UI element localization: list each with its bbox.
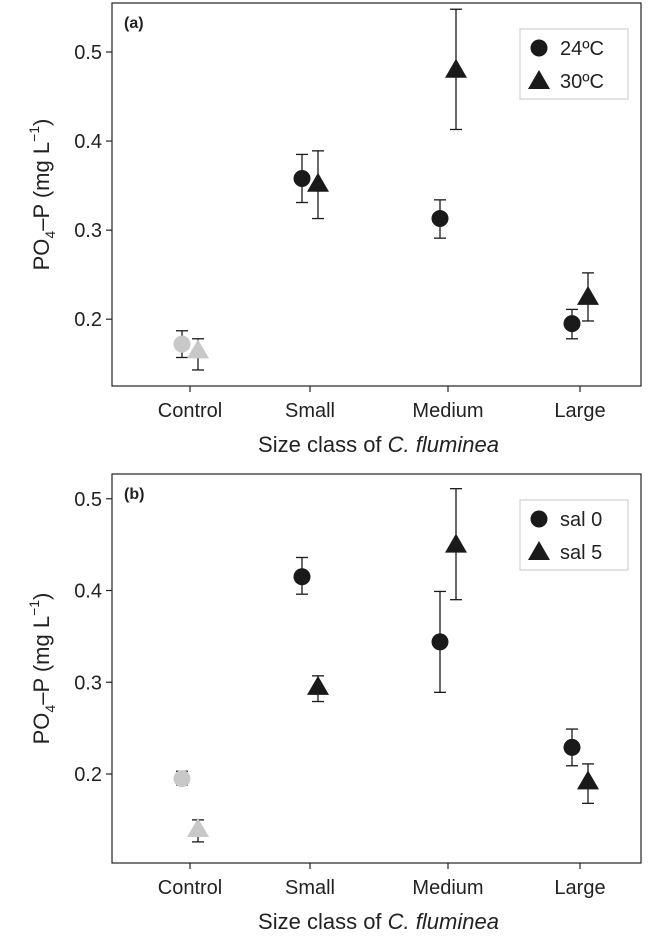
data-point-triangle bbox=[445, 533, 467, 553]
series-2 bbox=[187, 8, 599, 371]
plot-frame bbox=[111, 2, 642, 387]
data-point-triangle bbox=[187, 339, 209, 359]
y-axis-label: PO4–P (mg L−1) bbox=[26, 593, 58, 745]
legend: 24ºC 30ºC bbox=[519, 28, 629, 100]
x-tick-label: Small bbox=[285, 877, 335, 899]
data-point-circle bbox=[563, 315, 581, 333]
data-point-triangle bbox=[577, 770, 599, 790]
series-1 bbox=[173, 153, 581, 359]
data-point-circle bbox=[293, 169, 311, 187]
x-tick-label: Medium bbox=[412, 877, 483, 899]
data-point-circle bbox=[173, 335, 191, 353]
legend-triangle-icon bbox=[528, 541, 550, 560]
data-point-circle bbox=[431, 633, 449, 651]
legend-triangle-icon bbox=[528, 70, 550, 89]
x-tick-label: Large bbox=[554, 400, 605, 422]
data-point-triangle bbox=[307, 675, 329, 695]
x-tick-label: Control bbox=[158, 877, 222, 899]
x-tick-label: Small bbox=[285, 400, 335, 422]
data-point-triangle bbox=[307, 172, 329, 192]
data-point-triangle bbox=[187, 818, 209, 838]
data-point-circle bbox=[173, 770, 191, 788]
x-axis-label: Size class of C. fluminea bbox=[258, 909, 499, 934]
legend-label: sal 5 bbox=[560, 542, 602, 564]
data-point-circle bbox=[293, 568, 311, 586]
legend-label: 24ºC bbox=[560, 38, 604, 60]
x-tick-label: Control bbox=[158, 400, 222, 422]
x-tick-label: Medium bbox=[412, 400, 483, 422]
y-tick-label: 0.5 bbox=[74, 489, 102, 511]
legend-circle-icon bbox=[530, 510, 548, 528]
plot-frame bbox=[111, 473, 642, 864]
data-point-circle bbox=[431, 210, 449, 228]
legend-circle-icon bbox=[530, 39, 548, 57]
chart-panel-2: (b) 0.2 0.3 0.4 0.5 Control Small Medium Large Si… bbox=[26, 473, 642, 934]
y-tick-label: 0.4 bbox=[74, 581, 102, 603]
y-axis-label: PO4–P (mg L−1) bbox=[26, 119, 58, 271]
y-tick-label: 0.2 bbox=[74, 764, 102, 786]
panel-label: (a) bbox=[124, 15, 144, 32]
series-1 bbox=[173, 556, 581, 788]
x-axis-label: Size class of C. fluminea bbox=[258, 432, 499, 457]
panel-label: (b) bbox=[124, 486, 144, 503]
y-tick-label: 0.5 bbox=[74, 42, 102, 64]
legend-label: sal 0 bbox=[560, 509, 602, 531]
y-tick-label: 0.4 bbox=[74, 131, 102, 153]
y-tick-label: 0.3 bbox=[74, 672, 102, 694]
chart-panel-1: (a) 0.2 0.3 0.4 0.5 Control Small Medium Large Si… bbox=[26, 2, 642, 457]
series-2 bbox=[187, 488, 599, 843]
data-point-triangle bbox=[445, 58, 467, 78]
legend: sal 0 sal 5 bbox=[519, 499, 629, 571]
x-tick-label: Large bbox=[554, 877, 605, 899]
data-point-triangle bbox=[577, 285, 599, 305]
y-tick-label: 0.2 bbox=[74, 309, 102, 331]
data-point-circle bbox=[563, 738, 581, 756]
y-tick-label: 0.3 bbox=[74, 220, 102, 242]
legend-label: 30ºC bbox=[560, 71, 604, 93]
